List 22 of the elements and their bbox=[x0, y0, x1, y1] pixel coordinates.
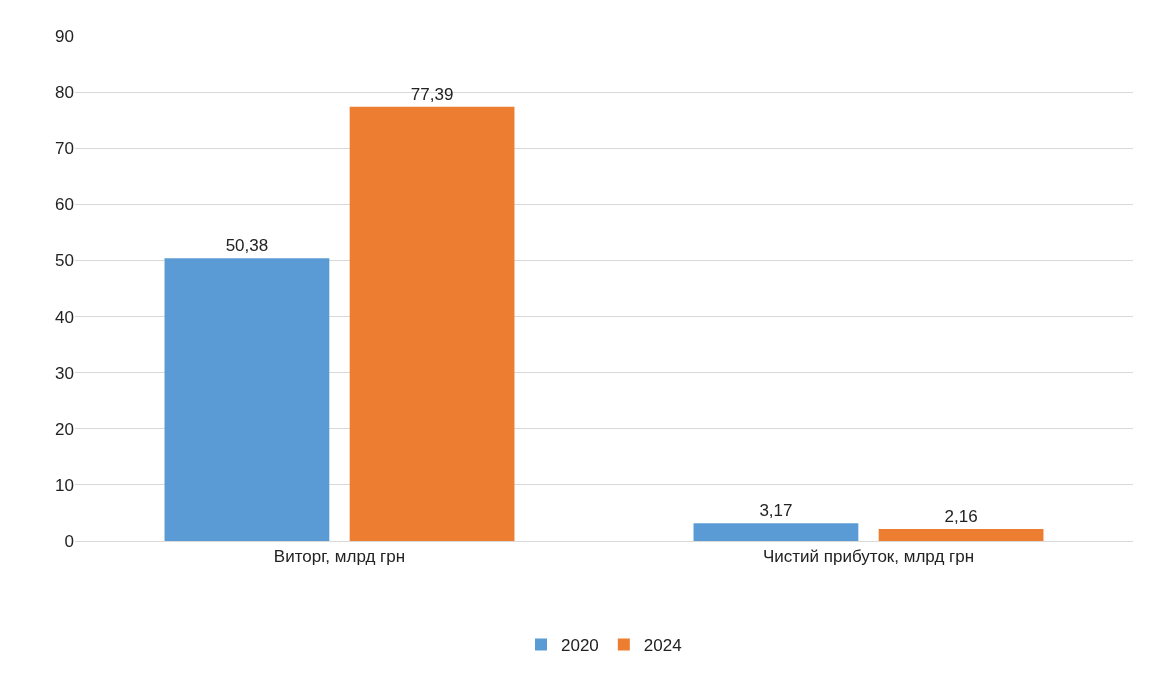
x-tick-label: Чистий прибуток, млрд грн bbox=[762, 547, 975, 567]
data-label: 77,39 bbox=[410, 84, 454, 104]
y-tick-label: 60 bbox=[55, 195, 74, 215]
bar bbox=[693, 523, 859, 541]
data-label: 50,38 bbox=[225, 236, 269, 256]
bar bbox=[878, 528, 1044, 541]
y-tick-label: 90 bbox=[55, 26, 74, 46]
y-tick-label: 70 bbox=[55, 139, 74, 159]
data-label: 3,17 bbox=[759, 501, 793, 521]
y-tick-label: 20 bbox=[55, 419, 74, 439]
y-tick-label: 0 bbox=[64, 531, 74, 551]
data-label: 2,16 bbox=[944, 506, 978, 526]
legend-label: 2024 bbox=[643, 636, 682, 656]
y-tick-label: 40 bbox=[55, 307, 74, 327]
bar bbox=[164, 258, 330, 541]
x-tick-label: Виторг, млрд грн bbox=[273, 547, 406, 567]
legend-label: 2020 bbox=[561, 636, 599, 656]
y-tick-label: 50 bbox=[55, 251, 74, 271]
y-tick-label: 80 bbox=[55, 83, 74, 103]
y-tick-label: 30 bbox=[55, 363, 74, 383]
y-tick-label: 10 bbox=[55, 475, 74, 495]
bar bbox=[349, 106, 515, 541]
